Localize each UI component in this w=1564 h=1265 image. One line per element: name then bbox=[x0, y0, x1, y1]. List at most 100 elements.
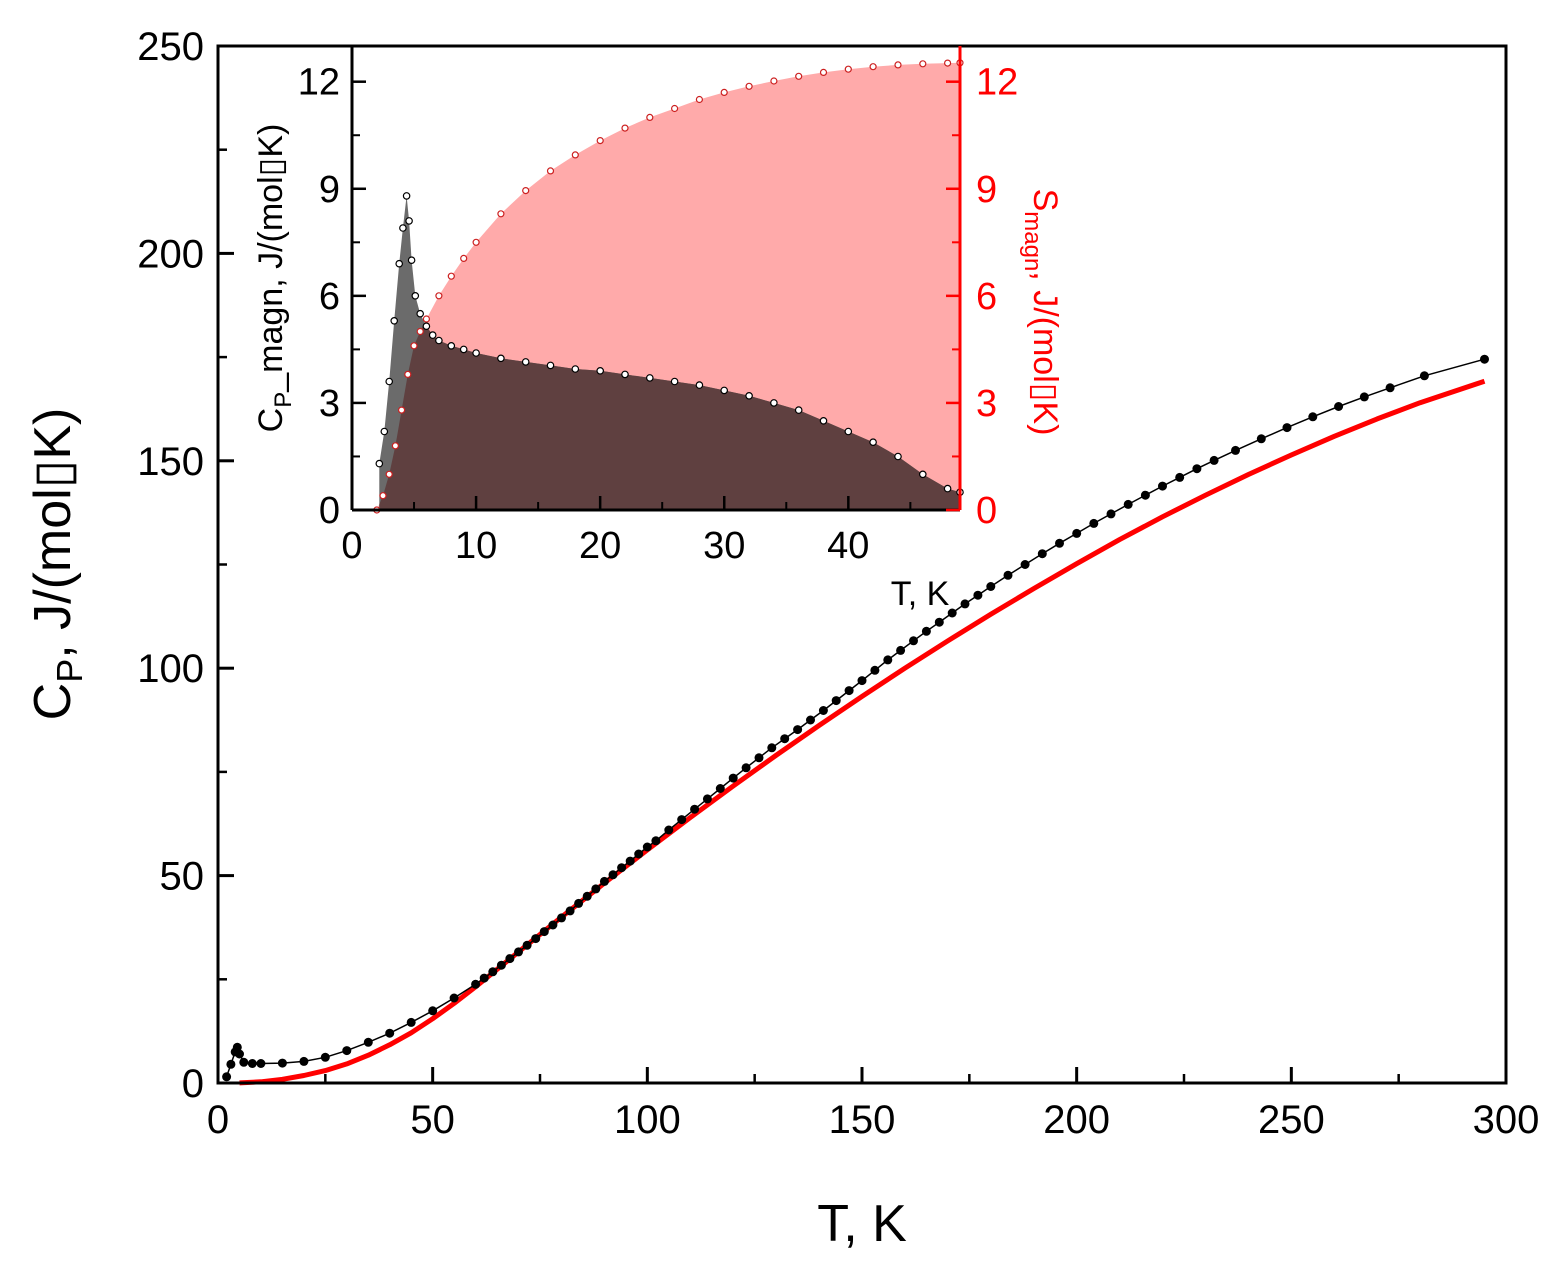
entropy-point bbox=[596, 137, 604, 145]
inset-left-y-tick-label: 9 bbox=[319, 169, 340, 211]
cp-magn-point bbox=[402, 192, 411, 200]
entropy-point bbox=[398, 406, 406, 414]
measured-point bbox=[986, 582, 996, 591]
cp-magn-point bbox=[422, 322, 431, 331]
measured-point bbox=[728, 773, 738, 783]
cp-magn-point bbox=[521, 358, 530, 366]
cp-magn-point bbox=[390, 316, 399, 325]
inset-right-y-axis-title: Smagn, J/(mol▯K) bbox=[1019, 189, 1064, 436]
measured-point bbox=[574, 898, 584, 908]
cp-magn-point bbox=[380, 427, 389, 436]
measured-point bbox=[793, 725, 803, 735]
cp-magn-point bbox=[645, 374, 654, 382]
measured-point bbox=[883, 655, 893, 665]
measured-point bbox=[539, 927, 549, 937]
measured-point bbox=[806, 715, 815, 725]
main-y-tick-label: 50 bbox=[160, 855, 205, 899]
measured-point bbox=[277, 1058, 287, 1068]
entropy-point bbox=[894, 61, 902, 69]
measured-point bbox=[857, 676, 867, 686]
measured-point bbox=[754, 753, 764, 763]
measured-point bbox=[471, 979, 481, 989]
measured-point bbox=[1334, 402, 1344, 411]
entropy-point bbox=[571, 151, 579, 159]
main-x-tick-label: 0 bbox=[207, 1098, 229, 1142]
measured-point bbox=[1192, 464, 1202, 474]
main-y-tick-label: 250 bbox=[137, 25, 204, 69]
measured-point bbox=[531, 934, 541, 944]
entropy-point bbox=[379, 492, 387, 500]
cp-magn-point bbox=[411, 291, 420, 300]
measured-point bbox=[625, 856, 635, 866]
measured-point bbox=[256, 1059, 266, 1068]
measured-point bbox=[1037, 549, 1047, 559]
measured-point bbox=[741, 763, 751, 773]
cp-magn-point bbox=[428, 331, 437, 339]
entropy-point bbox=[404, 370, 412, 378]
measured-point bbox=[608, 870, 618, 880]
measured-point bbox=[1175, 472, 1185, 482]
measured-point bbox=[505, 954, 515, 964]
cp-entropy-overlap-area bbox=[379, 195, 960, 510]
measured-point bbox=[488, 967, 498, 977]
measured-point bbox=[548, 920, 558, 930]
measured-point bbox=[428, 1006, 438, 1016]
measured-point bbox=[363, 1037, 373, 1047]
measured-point bbox=[591, 884, 601, 894]
measured-point bbox=[870, 665, 880, 675]
cp-magn-point bbox=[894, 452, 902, 461]
entropy-point bbox=[391, 442, 399, 450]
measured-point bbox=[1209, 455, 1219, 465]
cp-magn-point bbox=[794, 406, 803, 414]
measured-point bbox=[342, 1046, 352, 1056]
measured-point bbox=[1020, 560, 1030, 569]
inset-left-y-tick-label: 0 bbox=[319, 490, 340, 532]
cp-magn-point bbox=[405, 217, 413, 225]
inset-x-axis-title: T, K bbox=[891, 575, 950, 613]
inset-x-tick-label: 0 bbox=[341, 525, 362, 567]
inset-left-y-axis-title-rest: _magn, J/(mol▯K) bbox=[252, 124, 290, 393]
measured-point bbox=[690, 804, 700, 814]
measured-point bbox=[1158, 481, 1167, 491]
inset-right-y-tick-label: 9 bbox=[976, 169, 997, 211]
measured-point bbox=[1480, 354, 1489, 364]
measured-point bbox=[844, 686, 854, 696]
measured-point bbox=[557, 913, 566, 923]
entropy-point bbox=[844, 65, 852, 73]
entropy-point bbox=[416, 327, 424, 336]
measured-point bbox=[565, 906, 575, 916]
cp-magn-point bbox=[416, 309, 425, 318]
measured-point bbox=[247, 1059, 257, 1068]
measured-point bbox=[479, 973, 489, 983]
measured-point bbox=[582, 891, 592, 901]
cp-magn-point bbox=[621, 370, 629, 379]
entropy-point bbox=[770, 77, 778, 85]
cp-magn-point bbox=[459, 345, 468, 354]
measured-point bbox=[1072, 528, 1082, 538]
measured-point bbox=[896, 645, 906, 655]
cp-magn-point bbox=[375, 459, 384, 468]
inset-x-tick-label: 30 bbox=[703, 525, 745, 567]
measured-point bbox=[1055, 538, 1064, 548]
main-x-tick-label: 100 bbox=[614, 1098, 681, 1142]
entropy-point bbox=[869, 63, 877, 71]
measured-point bbox=[239, 1057, 249, 1067]
measured-point bbox=[960, 599, 970, 609]
measured-point bbox=[664, 825, 674, 835]
cp-magn-point bbox=[385, 377, 394, 386]
measured-point bbox=[299, 1056, 309, 1066]
inset-left-y-axis-ticks: 0 3 6 9 12 bbox=[298, 62, 366, 532]
measured-point bbox=[642, 842, 652, 852]
measured-point bbox=[831, 696, 841, 706]
main-x-tick-label: 250 bbox=[1258, 1098, 1325, 1142]
main-x-tick-label: 300 bbox=[1473, 1098, 1540, 1142]
entropy-point bbox=[472, 238, 480, 246]
measured-point bbox=[677, 815, 687, 825]
measured-point bbox=[1231, 445, 1240, 455]
cp-magn-point bbox=[497, 354, 505, 363]
cp-magn-point bbox=[918, 470, 927, 479]
entropy-point bbox=[546, 167, 555, 175]
cp-magn-point bbox=[435, 336, 443, 345]
measured-point bbox=[522, 940, 532, 950]
